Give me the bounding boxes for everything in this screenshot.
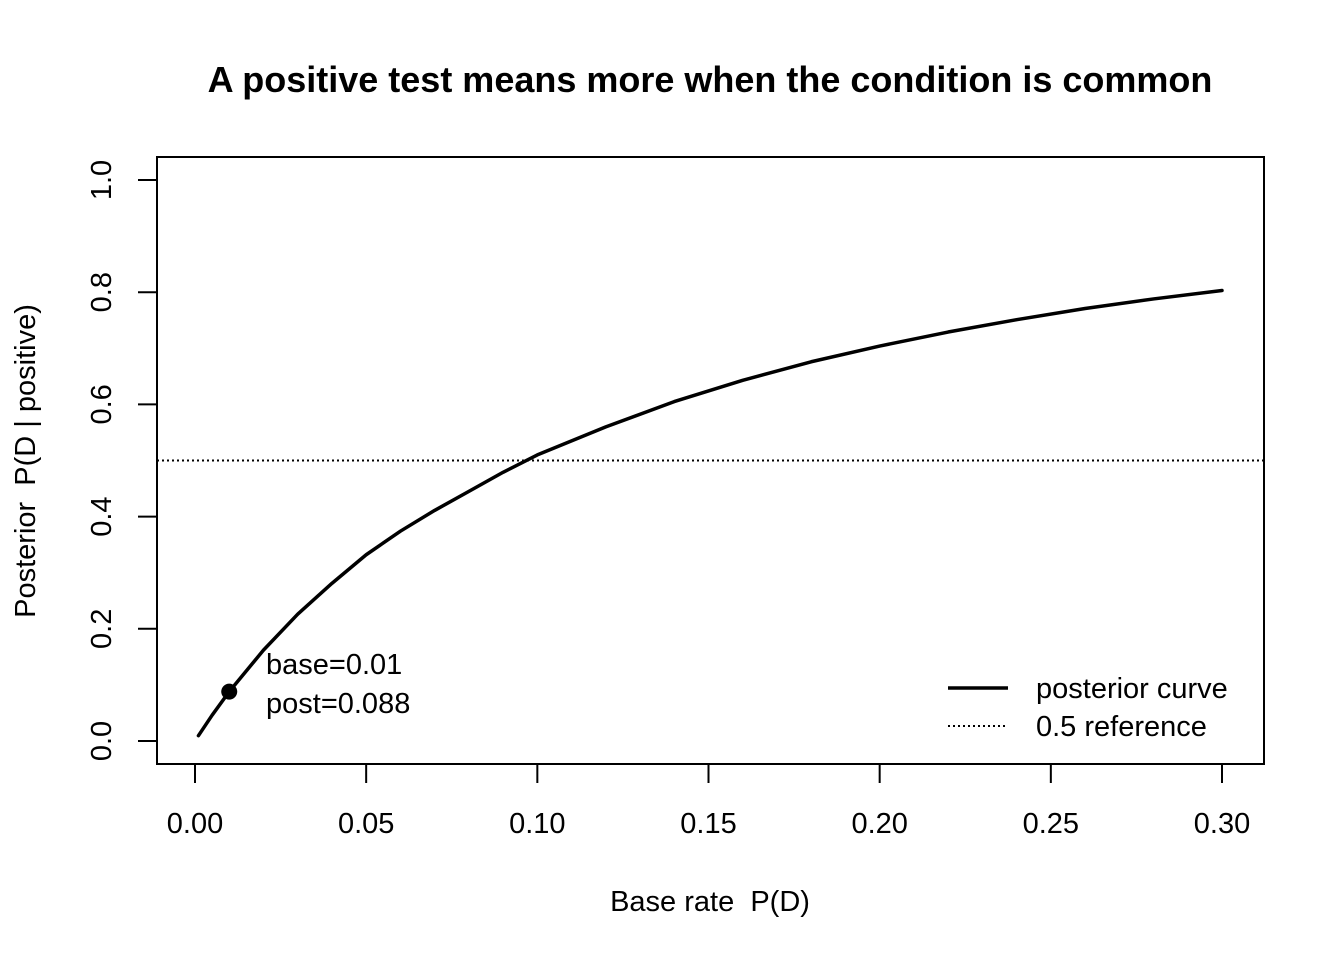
y-axis: 0.0 0.2 0.4 0.6 0.8 1.0 (86, 160, 158, 761)
x-tick-label: 0.05 (338, 808, 394, 840)
x-axis-label: Base rate P(D) (610, 886, 810, 918)
x-tick-label: 0.00 (167, 808, 223, 840)
x-tick-label: 0.30 (1194, 808, 1250, 840)
y-tick-label: 1.0 (86, 160, 118, 200)
posterior-curve (196, 288, 1224, 738)
y-tick-label: 0.0 (86, 721, 118, 761)
plot-area (157, 288, 1264, 738)
x-tick-label: 0.10 (509, 808, 565, 840)
y-tick-label: 0.2 (86, 609, 118, 649)
x-tick-label: 0.25 (1023, 808, 1079, 840)
y-tick-label: 0.4 (86, 496, 118, 536)
y-axis-label: Posterior P(D | positive) (10, 304, 42, 618)
highlight-label-post: post=0.088 (266, 688, 410, 720)
legend-label-reference: 0.5 reference (1036, 711, 1207, 743)
y-tick-label: 0.8 (86, 272, 118, 312)
highlight-label-base: base=0.01 (266, 649, 402, 681)
y-tick-label: 0.6 (86, 384, 118, 424)
legend-label-posterior: posterior curve (1036, 673, 1228, 705)
x-tick-label: 0.20 (851, 808, 907, 840)
x-tick-label: 0.15 (680, 808, 736, 840)
highlight-point (221, 683, 238, 700)
chart-title: A positive test means more when the cond… (208, 59, 1213, 100)
x-axis: 0.00 0.05 0.10 0.15 0.20 0.25 0.30 (167, 763, 1250, 840)
legend: posterior curve 0.5 reference (948, 673, 1228, 743)
